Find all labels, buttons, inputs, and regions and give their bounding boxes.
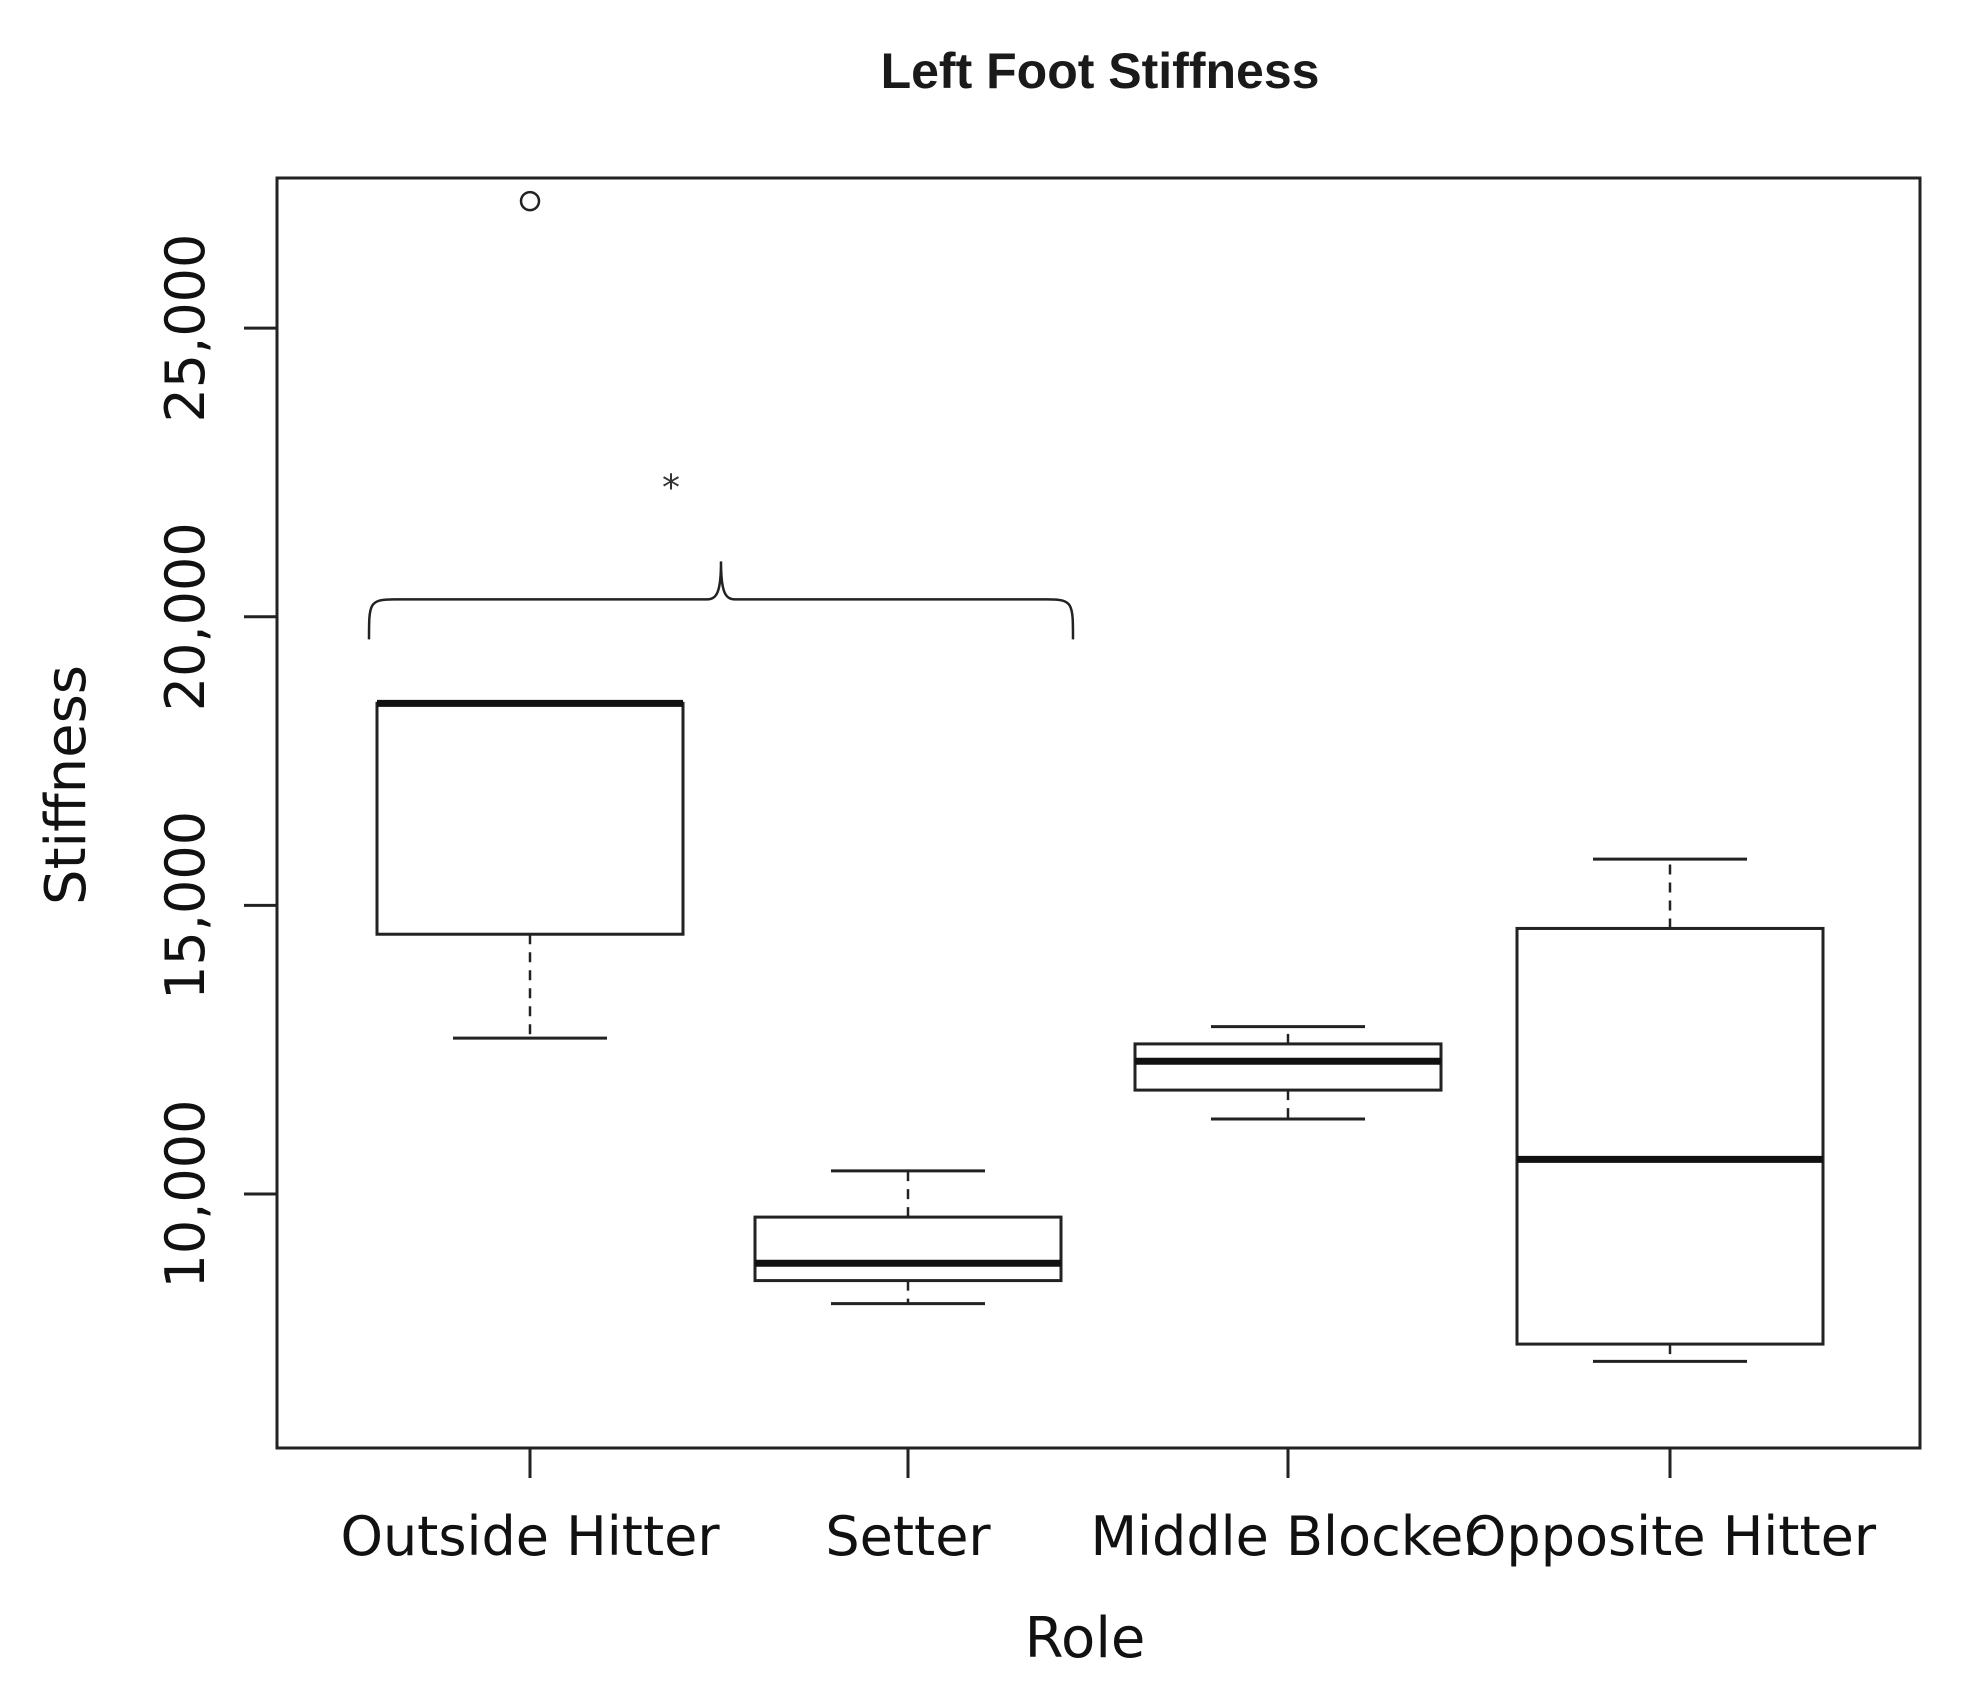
y-tick-label: 15,000 bbox=[154, 811, 217, 1000]
box-iqr bbox=[1515, 926, 1825, 1346]
box-opposite-hitter bbox=[1515, 857, 1825, 1363]
annotations-group: * bbox=[367, 467, 1075, 640]
box-iqr bbox=[375, 701, 685, 936]
x-tick-label: Outside Hitter bbox=[340, 1505, 720, 1568]
box-iqr bbox=[1133, 1042, 1443, 1092]
x-tick-label: Opposite Hitter bbox=[1464, 1505, 1877, 1568]
y-tick-label: 20,000 bbox=[154, 522, 217, 711]
outlier-point bbox=[519, 190, 541, 212]
y-tick-label: 25,000 bbox=[154, 234, 217, 423]
chart-title: Left Foot Stiffness bbox=[881, 43, 1320, 99]
y-axis: 10,000 15,000 20,000 25,000 bbox=[154, 234, 277, 1289]
significance-asterisk: * bbox=[662, 467, 680, 508]
box-iqr bbox=[753, 1215, 1063, 1283]
x-axis: Outside Hitter Setter Middle BlockerOpposi… bbox=[340, 1448, 1877, 1568]
x-axis-label: Role bbox=[1025, 1606, 1146, 1671]
boxes-group bbox=[375, 190, 1825, 1363]
x-tick-label: Middle Blocker bbox=[1090, 1505, 1486, 1568]
x-tick-label: Setter bbox=[825, 1505, 991, 1568]
y-axis-label: Stiffness bbox=[34, 665, 99, 905]
box-setter bbox=[753, 1169, 1063, 1306]
y-tick-label: 10,000 bbox=[154, 1100, 217, 1289]
significance-brace bbox=[367, 561, 1075, 640]
box-outside-hitter bbox=[375, 190, 685, 1040]
box-middle-blocker bbox=[1133, 1025, 1443, 1121]
plot-frame bbox=[275, 176, 1922, 1450]
